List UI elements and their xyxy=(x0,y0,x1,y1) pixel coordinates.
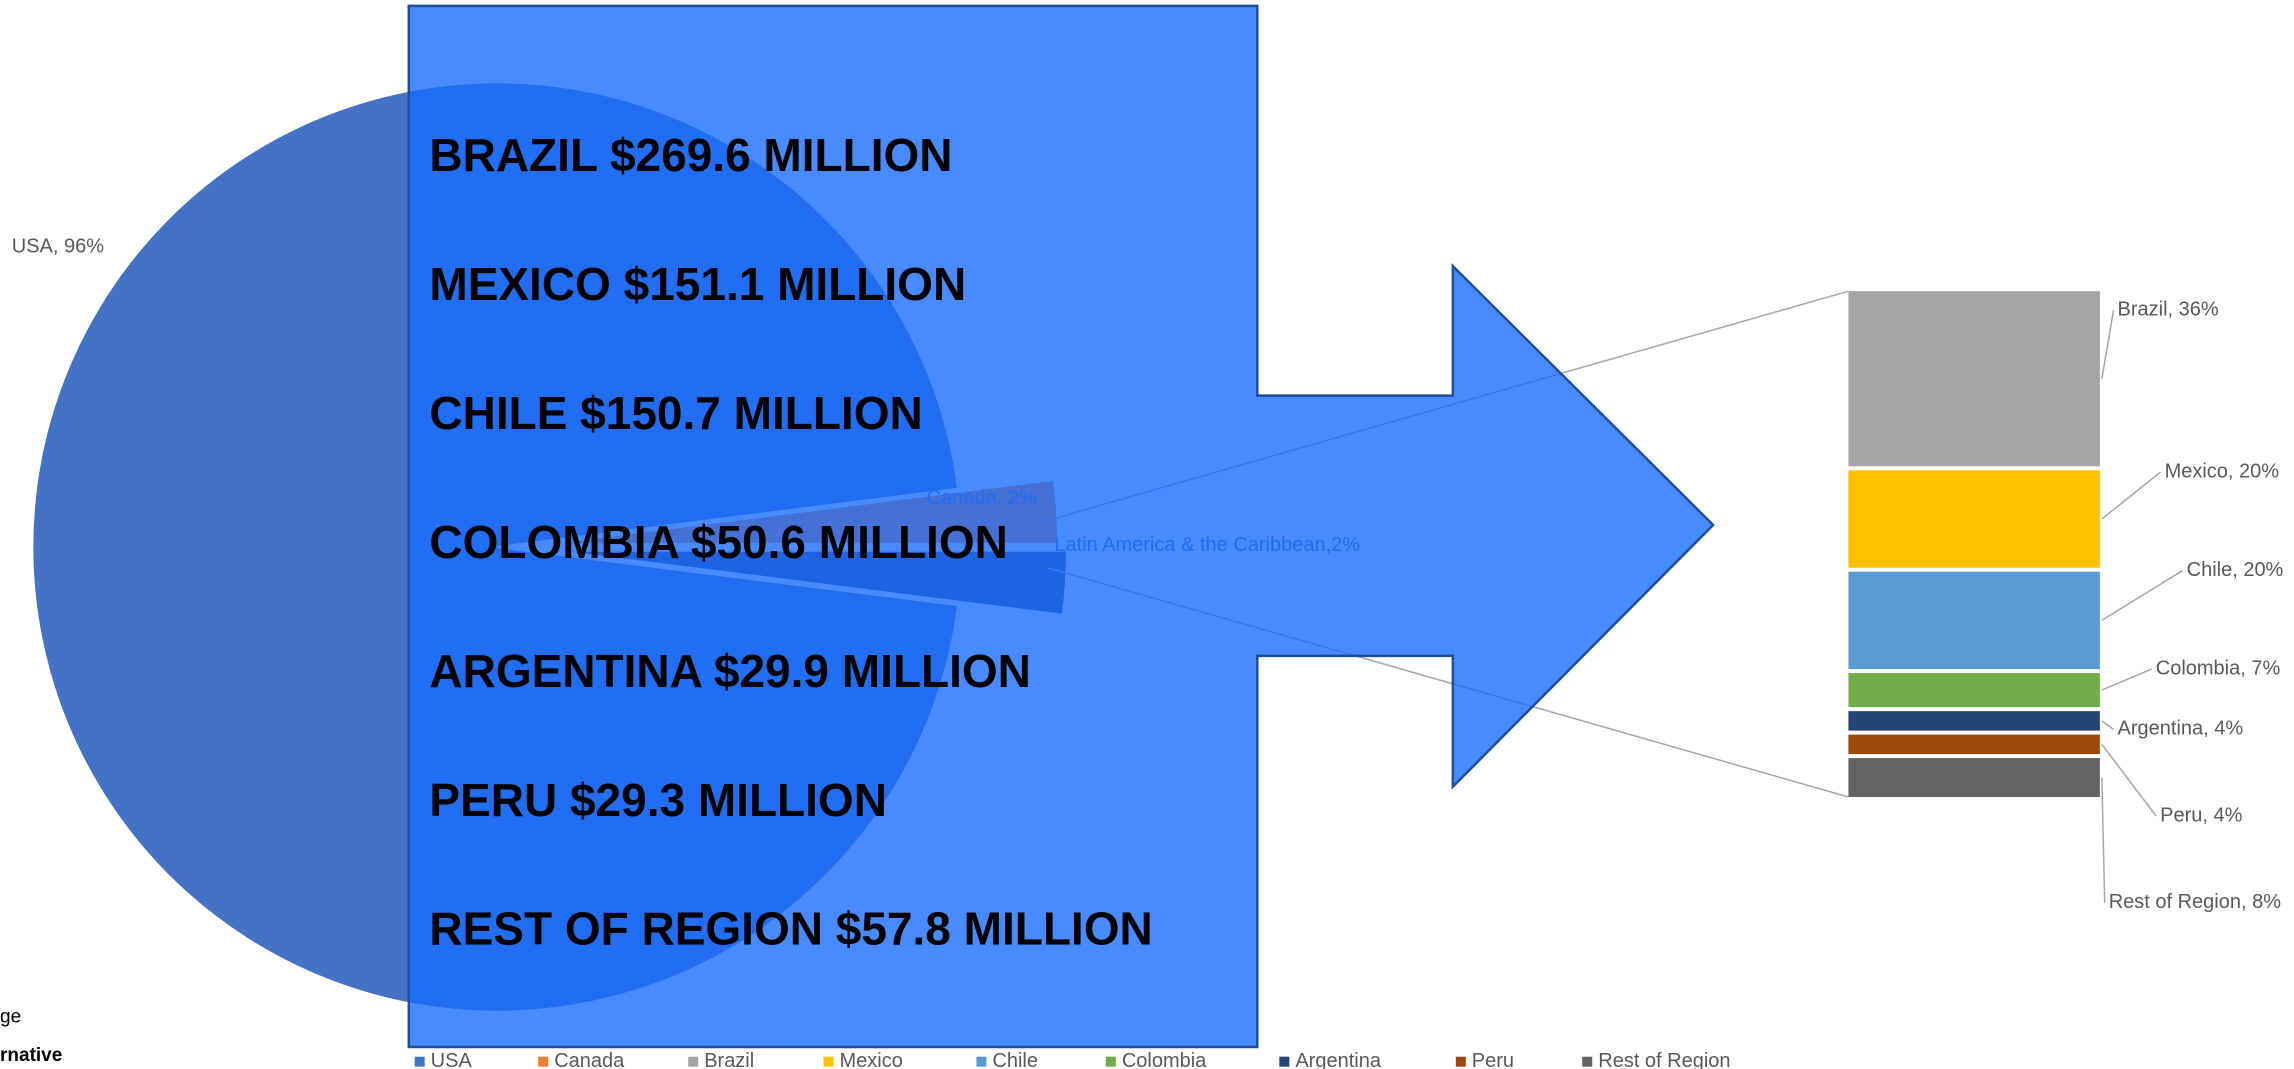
overlay-text: PERU $29.3 MILLION xyxy=(429,774,887,826)
legend-label: Colombia xyxy=(1122,1050,1207,1069)
legend-swatch xyxy=(1455,1056,1466,1067)
legend-swatch xyxy=(1582,1056,1593,1067)
bar-label: Peru, 4% xyxy=(2160,804,2242,826)
legend-label: Canada xyxy=(554,1050,625,1069)
bar-segment xyxy=(1848,734,2100,755)
legend-swatch xyxy=(538,1056,549,1067)
bar-segment xyxy=(1848,291,2100,467)
pie-label: USA, 96% xyxy=(12,235,104,257)
legend-swatch xyxy=(688,1056,699,1067)
bar-label: Brazil, 36% xyxy=(2118,299,2219,321)
leader-line xyxy=(2101,743,2157,817)
bar-segment xyxy=(1848,571,2100,670)
cut-text: ge xyxy=(0,1007,21,1028)
legend-swatch xyxy=(823,1056,834,1067)
leader-line xyxy=(2101,471,2162,520)
legend-swatch xyxy=(1105,1056,1116,1067)
overlay-text: COLOMBIA $50.6 MILLION xyxy=(429,516,1007,568)
bar-label: Mexico, 20% xyxy=(2165,460,2280,482)
bar-segment xyxy=(1848,758,2100,798)
legend-label: Rest of Region xyxy=(1598,1050,1730,1069)
legend-label: Peru xyxy=(1472,1050,1514,1069)
cut-text: rnative xyxy=(0,1045,62,1066)
overlay-text: REST OF REGION $57.8 MILLION xyxy=(429,903,1152,955)
overlay-text: BRAZIL $269.6 MILLION xyxy=(429,129,952,181)
legend-label: Mexico xyxy=(839,1050,902,1069)
legend-swatch xyxy=(976,1056,987,1067)
bar-label: Chile, 20% xyxy=(2187,559,2284,581)
overlay-text: MEXICO $151.1 MILLION xyxy=(429,258,966,310)
bar-label: Rest of Region, 8% xyxy=(2109,891,2282,913)
bar-segment xyxy=(1848,470,2100,568)
leader-line xyxy=(2101,668,2153,691)
overlay-text: ARGENTINA $29.9 MILLION xyxy=(429,645,1030,697)
legend-label: Brazil xyxy=(704,1050,754,1069)
legend-swatch xyxy=(414,1056,425,1067)
bar-label: Argentina, 4% xyxy=(2118,718,2244,740)
bar-segment xyxy=(1848,711,2100,731)
overlay-text: CHILE $150.7 MILLION xyxy=(429,387,922,439)
legend-label: Chile xyxy=(992,1050,1038,1069)
overlay-arrow xyxy=(407,4,1715,1049)
legend-label: USA xyxy=(431,1050,473,1069)
legend-swatch xyxy=(1279,1056,1290,1067)
bar-label: Colombia, 7% xyxy=(2156,657,2281,679)
bar-segment xyxy=(1848,673,2100,708)
leader-line xyxy=(2101,310,2115,379)
leader-line xyxy=(2101,777,2106,903)
leader-line xyxy=(2101,569,2184,622)
leader-line xyxy=(2101,720,2114,730)
legend-label: Argentina xyxy=(1295,1050,1381,1069)
